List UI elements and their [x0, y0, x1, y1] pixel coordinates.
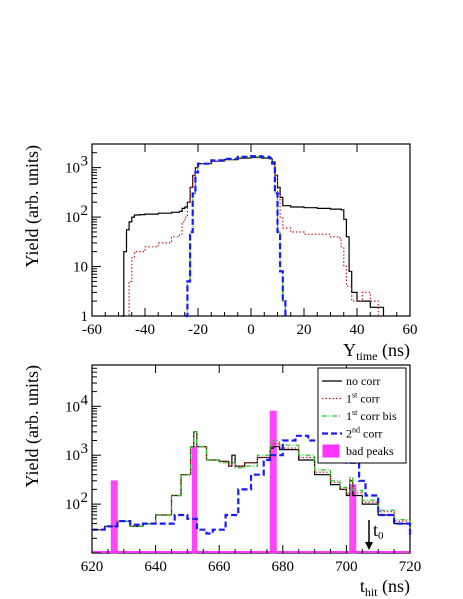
legend-label-superscript: nd	[352, 426, 360, 435]
bottom-y-tick-label: 10	[65, 448, 80, 464]
bottom-x-axis-title: thit (ns)	[360, 576, 410, 599]
top-y-tick-exponent: 2	[81, 203, 89, 219]
legend-label-no-corr: no corr	[346, 374, 380, 388]
legend-label-suffix: corr bis	[357, 409, 397, 423]
t0-annotation: t0	[365, 520, 384, 550]
top-x-tick-label: 60	[403, 322, 418, 338]
legend-label-number: 2	[346, 427, 352, 441]
legend-label-suffix: corr	[360, 427, 382, 441]
legend-label-second-corr: 2nd corr	[346, 426, 382, 441]
legend-swatch-bad-peaks	[322, 444, 340, 458]
top-x-tick-label: 20	[297, 322, 312, 338]
top-x-axis-title: Ytime (ns)	[343, 340, 410, 363]
bottom-x-axis-unit: (ns)	[378, 576, 411, 597]
top-x-tick-label: -40	[135, 322, 155, 338]
top-x-tick-group: -60 -40 -20 0 20 40 60	[82, 144, 418, 338]
bottom-y-tick-label: 10	[65, 399, 80, 415]
legend-label-number: 1	[346, 409, 352, 423]
bottom-x-tick-label: 660	[208, 559, 231, 575]
top-series-no-corr	[121, 156, 385, 317]
t0-label-main: t	[373, 520, 378, 540]
legend-label-superscript: st	[352, 408, 358, 417]
top-series-first-corr	[126, 156, 379, 317]
top-series-second-corr	[184, 155, 287, 318]
legend-label-suffix: corr	[357, 392, 379, 406]
bad-peak-1	[191, 446, 198, 554]
top-series-group	[121, 155, 385, 318]
bottom-series-first-corr	[92, 431, 411, 531]
top-y-tick-label: 10	[73, 260, 88, 276]
top-y-axis-title: Yield (arb. units)	[22, 145, 43, 267]
legend-label-bad-peaks: bad peaks	[346, 444, 394, 458]
legend-label-number: 1	[346, 392, 352, 406]
bottom-series-first-corr-bis	[92, 431, 411, 531]
legend-label-first-corr-bis: 1st corr bis	[346, 408, 397, 423]
top-x-axis-unit: (ns)	[378, 340, 411, 361]
top-y-tick-label: 10	[65, 210, 80, 226]
top-x-tick-label: -60	[82, 322, 102, 338]
bottom-x-axis-var: t	[360, 576, 365, 596]
t0-label-sub: 0	[378, 530, 384, 542]
t0-label: t0	[373, 520, 384, 542]
bottom-y-axis-title: Yield (arb. units)	[22, 365, 43, 487]
top-y-tick-label: 10	[65, 161, 80, 177]
top-x-tick-label: 40	[350, 322, 365, 338]
bad-peak-2	[269, 410, 277, 554]
top-plot-frame	[91, 143, 411, 317]
bottom-x-tick-label: 720	[399, 559, 422, 575]
top-y-tick-exponent: 3	[81, 154, 89, 170]
bottom-y-tick-exponent: 3	[81, 441, 89, 457]
bottom-y-tick-exponent: 4	[81, 392, 89, 408]
top-x-axis-var: Y	[343, 340, 356, 360]
top-y-tick-label: 1	[81, 309, 89, 325]
bottom-x-axis-var-sub: hit	[365, 585, 378, 599]
bottom-x-tick-label: 640	[144, 559, 167, 575]
legend-label-first-corr: 1st corr	[346, 391, 380, 406]
bottom-y-tick-exponent: 2	[81, 490, 89, 506]
bottom-series-group	[92, 431, 412, 539]
bad-peak-0	[110, 480, 118, 554]
bottom-x-tick-group: 620 640 660 680 700 720	[81, 365, 422, 575]
bottom-x-tick-label: 680	[272, 559, 295, 575]
top-series-first-corr-bis	[184, 156, 286, 317]
bottom-x-tick-label: 620	[81, 559, 104, 575]
bottom-x-tick-label: 700	[335, 559, 358, 575]
top-x-axis-var-sub: time	[356, 349, 377, 363]
t0-arrow-head	[365, 542, 373, 550]
top-x-tick-label: 0	[247, 322, 255, 338]
legend-label-superscript: st	[352, 391, 358, 400]
bottom-series-second-corr	[92, 434, 412, 539]
top-x-tick-label: -20	[188, 322, 208, 338]
bottom-y-tick-label: 10	[65, 497, 80, 513]
